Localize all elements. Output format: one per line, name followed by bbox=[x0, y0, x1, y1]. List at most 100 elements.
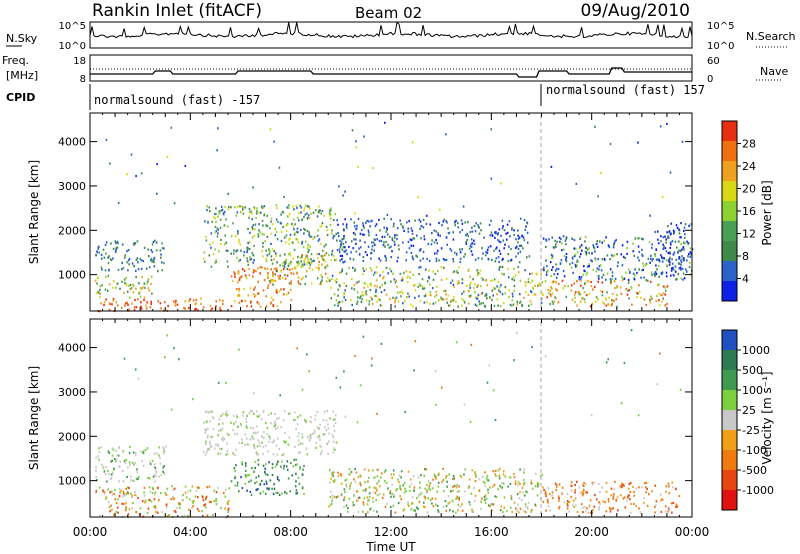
rti-cell bbox=[238, 238, 240, 241]
rti-cell bbox=[664, 289, 667, 292]
rti-cell bbox=[206, 486, 208, 489]
rti-cell bbox=[421, 278, 424, 281]
rti-cell bbox=[319, 242, 322, 246]
rti-cell bbox=[446, 485, 448, 488]
rti-cell bbox=[363, 233, 366, 236]
colorbar-swatch bbox=[722, 390, 737, 411]
rti-cell bbox=[318, 211, 320, 214]
rti-cell bbox=[288, 262, 290, 266]
rti-cell bbox=[656, 268, 658, 271]
rti-cell bbox=[108, 473, 111, 476]
rti-cell bbox=[356, 490, 359, 493]
rti-cell bbox=[207, 434, 209, 437]
rti-cell bbox=[612, 495, 615, 498]
x-tick-label: 12:00 bbox=[374, 525, 409, 539]
rti-cell bbox=[279, 264, 281, 267]
rti-cell bbox=[432, 270, 434, 273]
rti-cell bbox=[251, 438, 254, 441]
rti-cell bbox=[553, 300, 556, 303]
rti-cell bbox=[643, 482, 646, 485]
rti-cell bbox=[487, 491, 489, 494]
rti-cell bbox=[301, 487, 304, 490]
rti-cell bbox=[206, 209, 208, 212]
rti-cell bbox=[419, 227, 421, 230]
rti-cell bbox=[654, 506, 656, 509]
rti-cell bbox=[534, 503, 536, 506]
rti-cell bbox=[668, 263, 671, 266]
rti-cell bbox=[374, 476, 376, 479]
rti-cell bbox=[496, 246, 498, 249]
rti-cell bbox=[610, 254, 613, 257]
rti-cell bbox=[256, 445, 259, 448]
rti-cell bbox=[491, 289, 493, 292]
rti-cell bbox=[371, 219, 373, 222]
rti-cell bbox=[333, 424, 335, 427]
rti-cell bbox=[140, 172, 143, 175]
rti-cell bbox=[339, 246, 342, 249]
rti-cell bbox=[107, 256, 109, 259]
rti-cell bbox=[427, 480, 430, 483]
rti-cell bbox=[445, 277, 448, 280]
rti-cell bbox=[280, 213, 282, 216]
rti-cell bbox=[428, 487, 430, 490]
rti-cell bbox=[378, 239, 381, 242]
rti-cell bbox=[111, 493, 114, 496]
rti-cell bbox=[378, 479, 380, 482]
rti-cell bbox=[244, 464, 247, 467]
rti-cell bbox=[475, 222, 477, 225]
rti-cell bbox=[673, 274, 675, 277]
rti-cell bbox=[145, 304, 147, 307]
rti-cell bbox=[557, 495, 560, 498]
rti-cell bbox=[531, 487, 534, 490]
rti-cell bbox=[155, 510, 157, 513]
rti-cell bbox=[242, 212, 245, 215]
rti-cell bbox=[447, 232, 450, 235]
rti-cell bbox=[266, 214, 268, 217]
rti-cell bbox=[461, 503, 463, 506]
rti-cell bbox=[130, 479, 132, 482]
rti-cell bbox=[665, 271, 668, 274]
rti-cell bbox=[406, 296, 408, 299]
rti-cell bbox=[627, 289, 629, 292]
rti-cell bbox=[340, 243, 342, 247]
rti-cell bbox=[502, 470, 505, 473]
rti-cell bbox=[335, 496, 338, 499]
rti-cell bbox=[626, 293, 629, 296]
rti-cell bbox=[654, 274, 656, 278]
rti-cell bbox=[435, 285, 438, 288]
rti-cell bbox=[135, 494, 137, 497]
rti-cell bbox=[339, 386, 342, 389]
rti-cell bbox=[609, 258, 611, 261]
rti-cell bbox=[141, 276, 143, 279]
rti-cell bbox=[152, 240, 155, 244]
rti-cell bbox=[257, 235, 260, 238]
rti-cell bbox=[535, 472, 537, 475]
rti-cell bbox=[329, 417, 331, 420]
rti-cell bbox=[339, 254, 342, 257]
rti-cell bbox=[580, 244, 583, 247]
rti-cell bbox=[95, 456, 97, 459]
rti-cell bbox=[151, 492, 154, 495]
rti-cell bbox=[120, 489, 122, 492]
rti-cell bbox=[195, 307, 197, 310]
rti-cell bbox=[672, 501, 675, 505]
rti-cell bbox=[330, 297, 333, 300]
rti-cell bbox=[660, 235, 662, 238]
rti-cell bbox=[674, 270, 677, 273]
rti-cell bbox=[293, 458, 295, 461]
rti-cell bbox=[243, 287, 245, 291]
rti-cell bbox=[122, 480, 125, 483]
rti-cell bbox=[152, 259, 155, 262]
rti-cell bbox=[421, 285, 424, 288]
rti-cell bbox=[369, 508, 371, 511]
rti-cell bbox=[598, 274, 600, 277]
rti-cell bbox=[160, 473, 163, 476]
rti-cell bbox=[415, 254, 417, 257]
rti-cell bbox=[662, 243, 664, 246]
rti-cell bbox=[285, 224, 288, 227]
rti-cell bbox=[641, 253, 643, 256]
rti-cell bbox=[149, 306, 152, 309]
rti-cell bbox=[118, 487, 121, 491]
rti-cell bbox=[235, 448, 237, 451]
rti-cell bbox=[299, 466, 301, 469]
